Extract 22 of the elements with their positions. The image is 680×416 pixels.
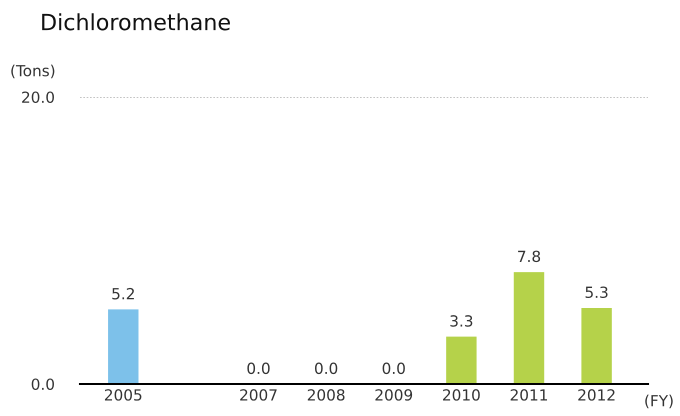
x-tick-label: 2007: [240, 389, 277, 401]
chart-title: Dichloromethane: [42, 13, 230, 30]
x-axis-title: (FY): [645, 394, 673, 408]
data-label: 3.3: [450, 315, 472, 327]
data-label: 5.3: [586, 286, 608, 298]
x-tick-label: 2011: [510, 389, 548, 401]
x-tick-label: 2009: [375, 389, 412, 401]
x-tick-label: 2010: [443, 389, 480, 401]
data-label: 0.0: [382, 362, 405, 374]
data-label: 7.8: [518, 250, 540, 262]
bar: [446, 336, 477, 384]
data-label: 0.0: [314, 362, 338, 374]
y-tick-label: 20.0: [22, 91, 54, 104]
y-axis-title: (Tons): [11, 64, 54, 78]
x-tick-label: 2012: [578, 389, 615, 401]
data-label: 0.0: [247, 362, 270, 374]
x-tick-label: 2005: [104, 389, 142, 401]
x-tick-label: 2008: [308, 389, 345, 401]
bar: [581, 308, 612, 384]
data-label: 5.2: [112, 288, 134, 300]
bar: [514, 272, 544, 384]
bar: [108, 309, 138, 384]
